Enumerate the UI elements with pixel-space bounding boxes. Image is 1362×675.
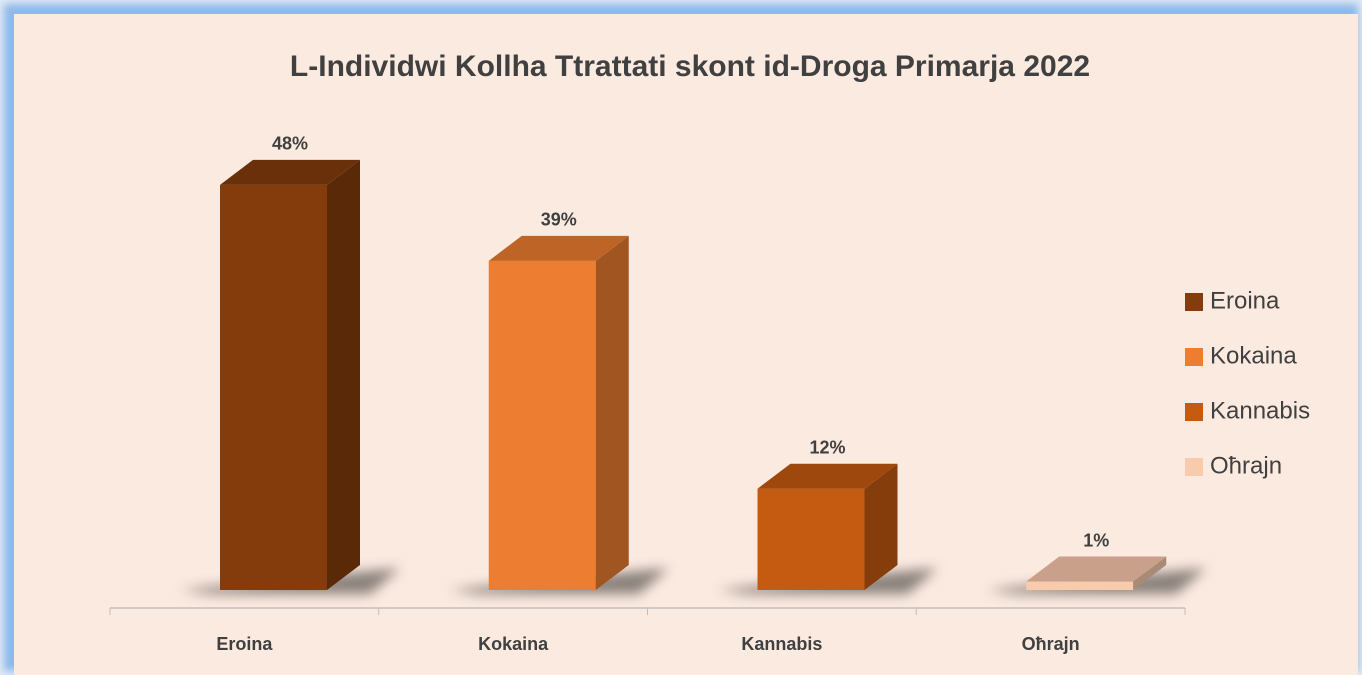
legend-swatch — [1185, 403, 1203, 421]
data-label: 12% — [809, 437, 845, 457]
bar — [757, 463, 898, 590]
bar-front — [220, 184, 327, 590]
legend-swatch — [1185, 293, 1203, 311]
x-tick-label: Kokaina — [478, 634, 549, 654]
bar — [1026, 556, 1167, 590]
x-tick-label: Oħrajn — [1022, 634, 1080, 654]
legend-label: Eroina — [1210, 287, 1280, 314]
data-label: 48% — [272, 134, 308, 154]
bar-side — [327, 159, 360, 590]
legend-label: Kannabis — [1210, 397, 1310, 424]
data-label: 39% — [541, 210, 577, 230]
data-label: 1% — [1083, 530, 1109, 550]
bar — [488, 235, 629, 590]
bar-side — [1133, 556, 1167, 590]
chart-title: L-Individwi Kollha Ttrattati skont id-Dr… — [290, 50, 1090, 83]
legend-label: Oħrajn — [1210, 452, 1282, 479]
bar-side — [864, 463, 898, 590]
bar-top — [488, 235, 629, 261]
x-tick-label: Kannabis — [741, 634, 822, 654]
bar-top — [220, 159, 360, 185]
bar-top — [757, 463, 898, 489]
bar — [220, 159, 360, 590]
legend-label: Kokaina — [1210, 342, 1297, 369]
bar-top — [1026, 556, 1167, 582]
bar-front — [1026, 581, 1134, 590]
bar-front — [757, 488, 865, 590]
bar-front — [488, 260, 596, 590]
legend-swatch — [1185, 458, 1203, 476]
bar-side — [595, 235, 629, 590]
x-tick-label: Eroina — [216, 634, 273, 654]
legend-swatch — [1185, 348, 1203, 366]
